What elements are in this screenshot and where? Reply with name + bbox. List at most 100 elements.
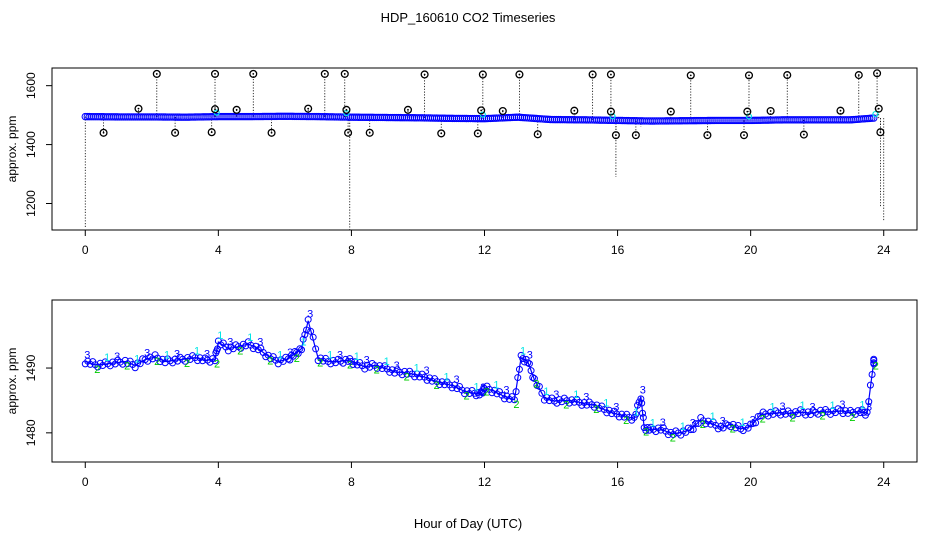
top-data-point-cyan	[745, 113, 753, 120]
bottom-data-point	[535, 382, 543, 390]
bottom-series-marker: 2	[374, 364, 380, 376]
bottom-series-marker: 3	[866, 401, 872, 413]
top-outlier-center	[343, 72, 346, 75]
top-outlier-center	[610, 73, 612, 76]
top-outlier-center	[573, 109, 576, 112]
bottom-data-point	[870, 355, 878, 363]
bottom-data-point	[519, 355, 527, 363]
top-outlier-marker	[743, 107, 752, 116]
bottom-data-point	[692, 420, 700, 428]
bottom-data-point	[538, 389, 546, 397]
top-outlier-marker	[477, 106, 486, 115]
top-x-tick-label: 4	[215, 243, 222, 257]
bottom-data-point	[752, 419, 760, 427]
bottom-series-marker: 2	[873, 361, 879, 373]
top-outlier-center	[501, 110, 504, 112]
top-outlier-center	[476, 132, 479, 135]
top-outlier-marker	[606, 70, 615, 79]
top-outlier-marker	[134, 104, 143, 113]
bottom-data-point	[865, 398, 873, 406]
top-y-tick-label: 1600	[24, 72, 38, 99]
top-outlier-center	[440, 132, 443, 135]
top-outlier-center	[634, 134, 637, 137]
bottom-data-point	[525, 360, 533, 368]
bottom-series-marker: 2	[124, 361, 130, 373]
bottom-series-marker: 1	[134, 353, 140, 365]
top-outlier-center	[323, 72, 326, 75]
bottom-series-marker: 3	[640, 385, 646, 397]
bottom-data-point	[639, 409, 647, 417]
top-data-point-cyan	[479, 111, 486, 118]
bottom-series-marker: 1	[650, 418, 656, 430]
top-outlier-marker	[876, 128, 885, 137]
top-outlier-marker	[210, 105, 220, 114]
bottom-data-point	[870, 359, 878, 367]
bottom-series-marker: 2	[404, 372, 410, 384]
bottom-series-marker: 2	[154, 356, 160, 368]
top-outlier-center	[669, 110, 672, 113]
bottom-series-marker: 2	[237, 346, 243, 358]
top-panel: approx. ppm 0 4 8 12 16 20 24 1200 1400 1600	[5, 67, 918, 257]
bottom-series-marker: 2	[760, 414, 766, 426]
bottom-series-marker: 3	[613, 401, 619, 413]
bottom-series-marker: 3	[553, 389, 559, 401]
bottom-series-marker: 1	[300, 337, 306, 349]
top-outlier-marker	[533, 130, 542, 139]
bottom-series-marker: 1	[277, 350, 283, 362]
bottom-data-point	[479, 389, 487, 397]
bottom-series-marker: 2	[513, 399, 519, 411]
top-x-tick-label: 20	[744, 243, 758, 257]
bottom-data-point	[299, 335, 307, 343]
top-outlier-marker	[783, 71, 792, 80]
bottom-data-point	[638, 399, 646, 407]
top-outlier-center	[480, 109, 483, 112]
top-outlier-center	[423, 73, 426, 76]
top-outlier-center	[518, 73, 521, 76]
top-outlier-marker	[478, 70, 487, 79]
bottom-series-marker: 1	[859, 399, 865, 411]
bottom-data-point	[530, 375, 538, 383]
top-outlier-marker	[365, 128, 374, 137]
top-outlier-center	[214, 72, 216, 75]
bottom-data-point	[517, 351, 525, 359]
top-outlier-marker	[631, 131, 640, 140]
top-data-point-cyan	[609, 113, 616, 120]
top-outlier-marker	[207, 128, 216, 137]
top-outlier-center	[857, 74, 860, 76]
top-outlier-marker	[304, 104, 313, 113]
top-outlier-center	[877, 107, 880, 110]
bottom-series-marker: 3	[839, 399, 845, 411]
top-outlier-marker	[420, 70, 429, 79]
bottom-data-point	[863, 408, 871, 416]
bottom-series-marker: 3	[480, 382, 486, 394]
chart-title: HDP_160610 CO2 Timeseries	[381, 10, 556, 25]
bottom-data-point	[689, 426, 697, 434]
top-x-tick-label: 12	[478, 243, 492, 257]
bottom-data-point	[514, 374, 522, 382]
bottom-x-tick-label: 12	[478, 475, 492, 489]
top-y-tick-label: 1400	[24, 131, 38, 158]
bottom-series-marker: 3	[307, 309, 313, 321]
bottom-series-marker: 3	[257, 337, 263, 349]
bottom-series-marker: 2	[849, 412, 855, 424]
top-data-point	[870, 114, 878, 122]
top-outlier-marker	[498, 106, 507, 116]
bottom-series-marker: 1	[770, 401, 776, 413]
bottom-series-marker: 3	[660, 417, 666, 429]
bottom-series-marker: 1	[520, 346, 526, 358]
top-x-tick-label: 0	[82, 243, 89, 257]
top-outlier-marker	[99, 128, 108, 137]
bottom-y-tick-label: 1490	[24, 354, 38, 381]
top-outlier-marker	[515, 70, 524, 79]
bottom-data-point	[309, 333, 317, 341]
bottom-series-marker: 2	[94, 364, 100, 376]
bottom-series-marker: 1	[444, 372, 450, 384]
top-outlier-marker	[267, 128, 276, 137]
top-outlier-marker	[744, 71, 754, 80]
top-outlier-marker	[874, 104, 883, 113]
bottom-y-tick-label: 1480	[24, 419, 38, 446]
bottom-series-marker: 3	[453, 374, 459, 386]
bottom-data-point	[304, 316, 312, 324]
bottom-y-axis-label: approx. ppm	[5, 348, 19, 415]
top-outlier-marker	[210, 69, 220, 78]
